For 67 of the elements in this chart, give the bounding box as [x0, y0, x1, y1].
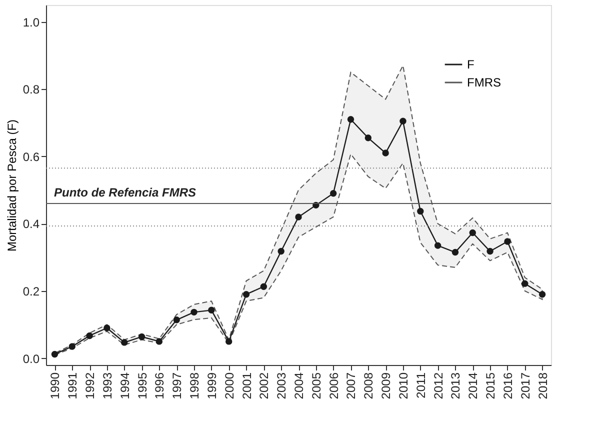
- legend-label: FMRS: [467, 76, 501, 90]
- point: [486, 248, 494, 255]
- x-tick-label: 2017: [518, 372, 532, 400]
- point: [225, 338, 232, 345]
- point: [138, 333, 146, 340]
- point: [208, 306, 215, 314]
- point: [173, 316, 180, 324]
- point: [156, 338, 163, 345]
- x-tick-label: 2001: [240, 372, 254, 400]
- x-tick-label: 2010: [396, 372, 410, 400]
- x-tick-label: 2003: [274, 372, 289, 400]
- x-tick-label: 2002: [257, 372, 272, 400]
- x-tick-label: 2013: [448, 372, 463, 400]
- x-tick-label: 2012: [431, 372, 446, 400]
- x-tick-label: 2007: [344, 372, 358, 400]
- point: [469, 229, 476, 236]
- point: [504, 238, 511, 245]
- x-tick-label: 2014: [466, 372, 480, 400]
- y-axis-title: Mortalidad por Pesca (F): [4, 119, 19, 252]
- point: [330, 190, 337, 197]
- x-tick-label: 1999: [204, 372, 219, 400]
- x-tick-label: 2009: [379, 372, 394, 400]
- x-tick-label: 1994: [118, 372, 132, 400]
- point: [364, 134, 372, 142]
- point: [260, 283, 268, 290]
- point: [417, 208, 424, 215]
- point: [68, 343, 76, 350]
- point: [538, 291, 546, 298]
- point: [242, 291, 250, 298]
- point: [434, 242, 442, 249]
- x-tick-label: 1992: [83, 372, 98, 400]
- point: [295, 214, 302, 220]
- y-tick-label: 0.0: [22, 352, 40, 366]
- point: [121, 339, 128, 346]
- y-tick-label: 0.2: [22, 284, 40, 298]
- x-tick-label: 1991: [66, 372, 80, 400]
- x-tick-label: 2006: [326, 372, 341, 400]
- x-tick-label: 2015: [484, 372, 498, 400]
- x-tick-label: 2008: [362, 372, 376, 400]
- x-tick-label: 1990: [48, 372, 62, 400]
- point: [278, 248, 284, 255]
- point: [51, 350, 58, 358]
- x-tick-label: 2005: [309, 372, 324, 400]
- point: [382, 150, 389, 156]
- point: [347, 116, 354, 123]
- point: [452, 248, 459, 256]
- x-tick-label: 2018: [536, 372, 550, 400]
- x-tick-label: 1996: [152, 372, 167, 400]
- legend-label: F: [467, 58, 474, 72]
- x-tick-label: 2004: [292, 372, 306, 400]
- point: [400, 118, 406, 124]
- x-tick-label: 1998: [188, 372, 202, 400]
- x-tick-label: 1995: [135, 372, 150, 400]
- point: [86, 332, 93, 340]
- y-tick-label: 0.4: [22, 217, 40, 232]
- point: [522, 280, 528, 287]
- y-tick-label: 0.6: [22, 150, 40, 164]
- x-tick-label: 2000: [222, 372, 236, 400]
- x-tick-label: 1997: [170, 372, 184, 400]
- point: [190, 308, 198, 316]
- y-tick-label: 1.0: [22, 15, 40, 30]
- x-tick-label: 2011: [414, 372, 428, 398]
- x-tick-label: 1993: [100, 372, 114, 400]
- point: [104, 324, 110, 332]
- y-tick-label: 0.8: [22, 82, 40, 97]
- x-tick-label: 2016: [500, 372, 515, 400]
- annotation: Punto de Refencia FMRS: [54, 186, 196, 200]
